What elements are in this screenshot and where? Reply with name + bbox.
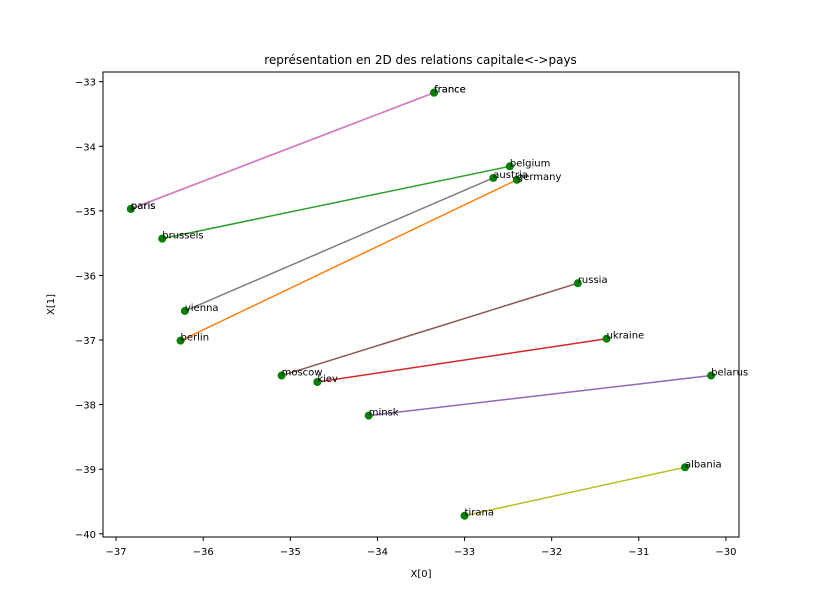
point-label-albania: albania — [685, 459, 722, 470]
point-france — [430, 88, 439, 97]
y-tick-label: −37 — [75, 336, 96, 347]
point-berlin — [176, 336, 185, 345]
x-tick-label: −31 — [628, 547, 649, 558]
point-paris — [126, 204, 135, 213]
point-labels: francefranceparisparisbelgiumaustriagerm… — [131, 85, 748, 519]
y-tick-label: −34 — [75, 142, 96, 153]
point-label-france: france — [434, 85, 466, 96]
point-germany — [512, 175, 521, 184]
pair-line-7 — [184, 177, 494, 312]
plot-frame — [102, 71, 740, 538]
pair-line-6 — [130, 91, 435, 210]
point-minsk — [364, 411, 373, 420]
point-albania — [680, 463, 689, 472]
y-tick-label: −33 — [75, 78, 96, 89]
point-label-berlin: berlin — [181, 333, 210, 344]
pair-line-5 — [281, 282, 579, 377]
point-ukraine — [602, 334, 611, 343]
point-kiev — [313, 378, 322, 386]
point-russia — [573, 279, 582, 288]
point-label-minsk: minsk — [369, 408, 399, 419]
x-tick-label: −30 — [715, 547, 736, 558]
y-tick-label: −36 — [75, 271, 96, 282]
y-tick-label: −35 — [75, 207, 96, 218]
pair-line-3 — [317, 337, 607, 383]
point-label-france: france — [434, 85, 466, 96]
point-austria — [489, 173, 498, 182]
point-label-paris: paris — [131, 201, 156, 212]
x-tick-label: −35 — [280, 547, 301, 558]
pair-lines — [130, 91, 712, 517]
y-axis-label: X[1] — [46, 294, 57, 315]
point-belarus — [707, 371, 716, 380]
x-tick-label: −34 — [367, 547, 388, 558]
point-label-brussels: brussels — [162, 231, 203, 242]
x-tick-label: −37 — [106, 547, 127, 558]
point-tirana — [460, 511, 469, 520]
pair-line-1 — [180, 179, 518, 342]
point-brussels — [158, 234, 167, 243]
x-axis-label: X[0] — [410, 569, 431, 580]
pair-line-8 — [464, 466, 686, 517]
point-label-belgium: belgium — [510, 158, 550, 169]
x-tick-label: −33 — [454, 547, 475, 558]
y-tick-label: −39 — [75, 465, 96, 476]
point-label-moscow: moscow — [282, 368, 323, 379]
pair-line-4 — [368, 374, 712, 417]
x-axis-ticks: −37 −36 −35 −34 −33 −32 −31 −30 — [106, 537, 736, 558]
point-label-paris: paris — [131, 201, 156, 212]
y-axis-ticks: −33 −34 −35 −36 −37 −38 −39 −40 — [75, 78, 103, 541]
point-label-russia: russia — [578, 275, 608, 286]
point-vienna — [180, 306, 189, 315]
point-label-kiev: kiev — [317, 374, 338, 385]
data-points — [126, 88, 716, 520]
point-label-austria: austria — [493, 170, 528, 181]
y-tick-label: −38 — [75, 401, 96, 412]
point-moscow — [277, 371, 286, 380]
y-tick-label: −40 — [75, 530, 96, 541]
point-label-ukraine: ukraine — [607, 331, 645, 342]
x-tick-label: −32 — [541, 547, 562, 558]
x-tick-label: −36 — [193, 547, 214, 558]
point-label-belarus: belarus — [711, 368, 748, 379]
point-label-vienna: vienna — [185, 303, 219, 314]
chart-title: représentation en 2D des relations capit… — [264, 53, 577, 67]
point-belgium — [505, 162, 514, 171]
point-label-germany: germany — [517, 172, 562, 183]
pair-line-2 — [162, 165, 511, 240]
point-label-tirana: tirana — [465, 508, 494, 519]
